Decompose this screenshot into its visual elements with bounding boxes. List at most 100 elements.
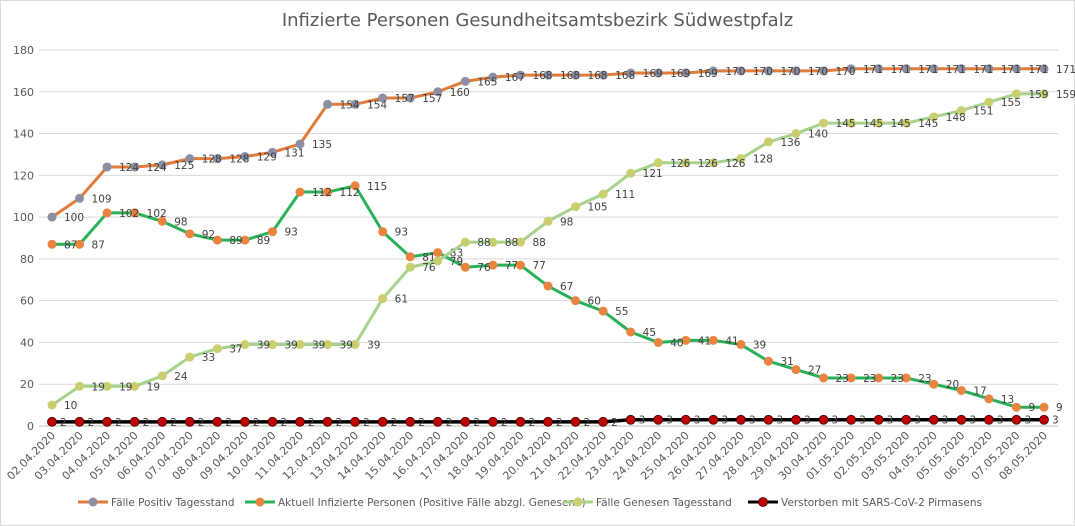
data-label: 121	[643, 168, 663, 180]
data-point	[185, 229, 195, 239]
data-point	[929, 379, 939, 389]
data-point	[901, 373, 911, 383]
data-label: 39	[257, 340, 270, 352]
data-point	[47, 416, 57, 427]
data-label: 2	[280, 417, 287, 429]
data-label: 39	[753, 340, 766, 352]
data-point	[515, 416, 526, 427]
data-point	[681, 335, 691, 345]
data-point	[378, 93, 388, 103]
data-point	[1011, 64, 1021, 74]
data-point	[267, 147, 277, 157]
chart-title: Infizierte Personen Gesundheitsamtsbezir…	[281, 10, 794, 31]
data-label: 168	[588, 70, 608, 82]
data-label: 3	[749, 415, 756, 427]
data-label: 102	[119, 208, 139, 220]
data-point	[791, 129, 801, 139]
data-point	[432, 416, 443, 427]
data-point	[102, 208, 112, 218]
data-label: 3	[832, 415, 839, 427]
data-point	[267, 227, 277, 237]
data-label: 155	[1001, 97, 1021, 109]
data-label: 98	[560, 216, 573, 228]
data-point	[984, 394, 994, 404]
data-point	[929, 112, 939, 122]
data-point	[873, 414, 884, 425]
data-label: 45	[643, 327, 656, 339]
data-point	[129, 416, 140, 427]
data-label: 2	[611, 417, 618, 429]
data-point	[763, 66, 773, 76]
data-point	[295, 416, 305, 427]
data-label: 13	[1001, 394, 1014, 406]
data-label: 148	[946, 112, 966, 124]
data-point	[47, 212, 57, 222]
data-label: 87	[64, 239, 77, 251]
data-label: 3	[804, 415, 811, 427]
legend-label: Aktuell Infizierte Personen (Positive Fä…	[278, 497, 586, 509]
data-label: 39	[312, 340, 325, 352]
data-point	[818, 414, 829, 425]
data-point	[626, 327, 636, 337]
y-tick-label: 80	[20, 253, 34, 266]
data-label: 2	[88, 417, 95, 429]
data-point	[378, 294, 388, 304]
data-label: 2	[170, 417, 177, 429]
data-label: 170	[780, 66, 800, 78]
data-label: 105	[588, 202, 608, 214]
data-point	[846, 414, 857, 425]
data-label: 128	[753, 154, 773, 166]
data-label: 3	[914, 415, 921, 427]
y-tick-label: 140	[13, 128, 34, 141]
data-label: 2	[556, 417, 563, 429]
data-label: 165	[477, 76, 497, 88]
data-label: 154	[340, 99, 360, 111]
y-tick-label: 0	[27, 420, 34, 433]
data-label: 157	[422, 93, 442, 105]
data-point	[626, 168, 636, 178]
data-point	[570, 416, 581, 427]
data-point	[653, 158, 663, 168]
data-point	[267, 416, 278, 427]
data-point	[956, 385, 966, 395]
data-point	[708, 66, 718, 76]
data-point	[323, 99, 333, 109]
data-point	[681, 68, 691, 78]
data-label: 40	[670, 337, 683, 349]
data-label: 2	[60, 417, 67, 429]
data-label: 109	[92, 193, 112, 205]
data-point	[323, 340, 333, 350]
data-point	[736, 340, 746, 350]
data-label: 23	[891, 373, 904, 385]
data-point	[1039, 64, 1049, 74]
data-label: 168	[560, 70, 580, 82]
data-point	[1011, 89, 1021, 99]
data-point	[543, 216, 553, 226]
data-point	[295, 139, 305, 149]
data-label: 89	[229, 235, 242, 247]
data-point	[75, 193, 85, 203]
data-label: 2	[225, 417, 232, 429]
data-point	[322, 416, 333, 427]
data-label: 3	[1052, 415, 1059, 427]
data-point	[212, 235, 222, 245]
data-label: 124	[119, 162, 139, 174]
data-point	[928, 414, 939, 425]
data-label: 87	[92, 239, 105, 251]
data-label: 140	[808, 129, 828, 141]
data-label: 129	[257, 152, 277, 164]
data-point	[956, 414, 967, 425]
data-point	[625, 414, 636, 425]
data-point	[130, 381, 140, 391]
data-label: 124	[147, 162, 167, 174]
data-point	[598, 306, 608, 316]
data-point	[708, 414, 719, 425]
data-point	[791, 414, 801, 425]
data-label: 145	[918, 118, 938, 130]
data-point	[433, 87, 443, 97]
y-tick-label: 120	[13, 169, 34, 182]
data-label: 37	[229, 344, 242, 356]
data-point	[157, 416, 168, 427]
series-4: 2 2 2 2 2 2 2 2 2 2 2 2 2 2 2 2 2 2 2 2 2 3 3 3 3 3 3 3 3 3 3 3 3 3 3 3 3	[47, 414, 1059, 429]
